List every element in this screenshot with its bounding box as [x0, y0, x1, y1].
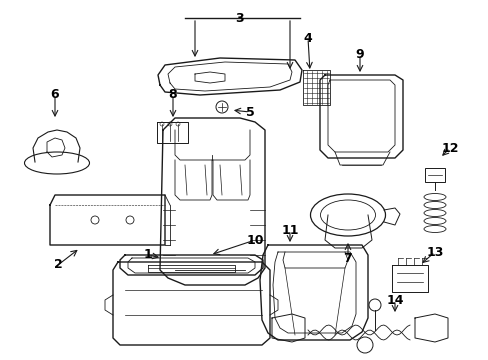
Text: 5: 5 — [245, 105, 254, 118]
Text: 1: 1 — [143, 248, 152, 261]
Text: 8: 8 — [168, 89, 177, 102]
Text: 3: 3 — [235, 12, 244, 24]
Text: 10: 10 — [246, 234, 263, 247]
Text: 4: 4 — [303, 31, 312, 45]
Text: 14: 14 — [386, 293, 403, 306]
Text: 7: 7 — [343, 252, 352, 265]
Text: 11: 11 — [281, 224, 298, 237]
Text: 13: 13 — [426, 246, 443, 258]
Text: 6: 6 — [51, 89, 59, 102]
Text: 12: 12 — [440, 141, 458, 154]
Text: 9: 9 — [355, 49, 364, 62]
Text: 2: 2 — [54, 258, 62, 271]
